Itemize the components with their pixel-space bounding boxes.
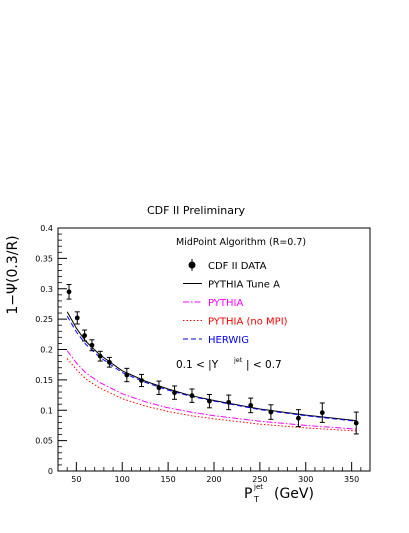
algorithm-annotation: MidPoint Algorithm (R=0.7): [176, 237, 306, 248]
y-axis: 0 0.05 0.1 0.15 0.2 0.25 0.3 0.35 0.4: [35, 224, 67, 476]
x-tick-label: 100: [115, 475, 130, 484]
x-axis-label-sub: T: [253, 495, 259, 504]
series-line: [66, 311, 357, 422]
rapidity-left: 0.1 < |Y: [176, 359, 219, 371]
data-point: [66, 289, 72, 295]
data-point: [74, 315, 80, 321]
data-point: [124, 372, 130, 378]
y-tick-label: 0: [48, 467, 53, 476]
data-point: [106, 359, 112, 365]
legend: CDF II DATA PYTHIA Tune A PYTHIA PYTHIA (no…: [183, 259, 288, 346]
y-tick-label: 0.25: [35, 315, 53, 324]
y-axis-label: 1−Ψ(0.3/R): [5, 235, 21, 314]
legend-label: PYTHIA Tune A: [208, 280, 280, 291]
data-point: [139, 378, 144, 383]
legend-label: PYTHIA: [208, 298, 243, 309]
data-point: [156, 385, 162, 391]
data-point: [226, 399, 232, 405]
x-tick-label: 250: [252, 475, 267, 484]
data-point: [296, 415, 301, 421]
data-point: [268, 409, 274, 415]
chart-title: CDF II Preliminary: [147, 204, 246, 217]
data-point: [353, 420, 359, 426]
data-point: [89, 342, 95, 348]
data-point: [248, 402, 254, 408]
y-tick-label: 0.1: [40, 406, 53, 415]
data-point: [172, 390, 177, 396]
y-tick-label: 0.35: [35, 254, 53, 263]
data-points: [66, 283, 359, 435]
x-tick-label: 300: [298, 475, 313, 484]
y-tick-label: 0.15: [35, 376, 53, 385]
y-tick-label: 0.3: [40, 285, 53, 294]
x-axis-label-unit: (GeV): [274, 486, 314, 502]
x-tick-label: 150: [160, 475, 175, 484]
rapidity-annotation: 0.1 < |Y jet | < 0.7: [176, 356, 282, 371]
rapidity-sup: jet: [233, 356, 243, 364]
y-tick-label: 0.4: [40, 224, 53, 233]
x-tick-label: 200: [206, 475, 221, 484]
x-axis-label-sup: jet: [253, 483, 263, 491]
legend-label: CDF II DATA: [208, 261, 267, 272]
x-tick-label: 50: [71, 475, 81, 484]
data-point: [319, 410, 325, 416]
legend-label: PYTHIA (no MPI): [208, 317, 288, 328]
series-line: [66, 350, 357, 430]
data-point: [189, 393, 195, 399]
rapidity-right: | < 0.7: [246, 359, 282, 371]
series-line: [66, 358, 357, 432]
legend-label: HERWIG: [208, 335, 249, 346]
x-tick-label: 350: [344, 475, 359, 484]
data-point: [97, 353, 103, 359]
y-tick-label: 0.05: [35, 437, 53, 446]
data-point: [207, 398, 212, 404]
x-axis: 50 100 150 200 250 300 350: [66, 462, 362, 484]
x-axis-label: P T jet (GeV): [244, 483, 314, 504]
theory-curves: [66, 311, 357, 432]
x-axis-label-main: P: [244, 486, 252, 502]
y-tick-label: 0.2: [40, 346, 53, 355]
data-point: [82, 333, 88, 338]
